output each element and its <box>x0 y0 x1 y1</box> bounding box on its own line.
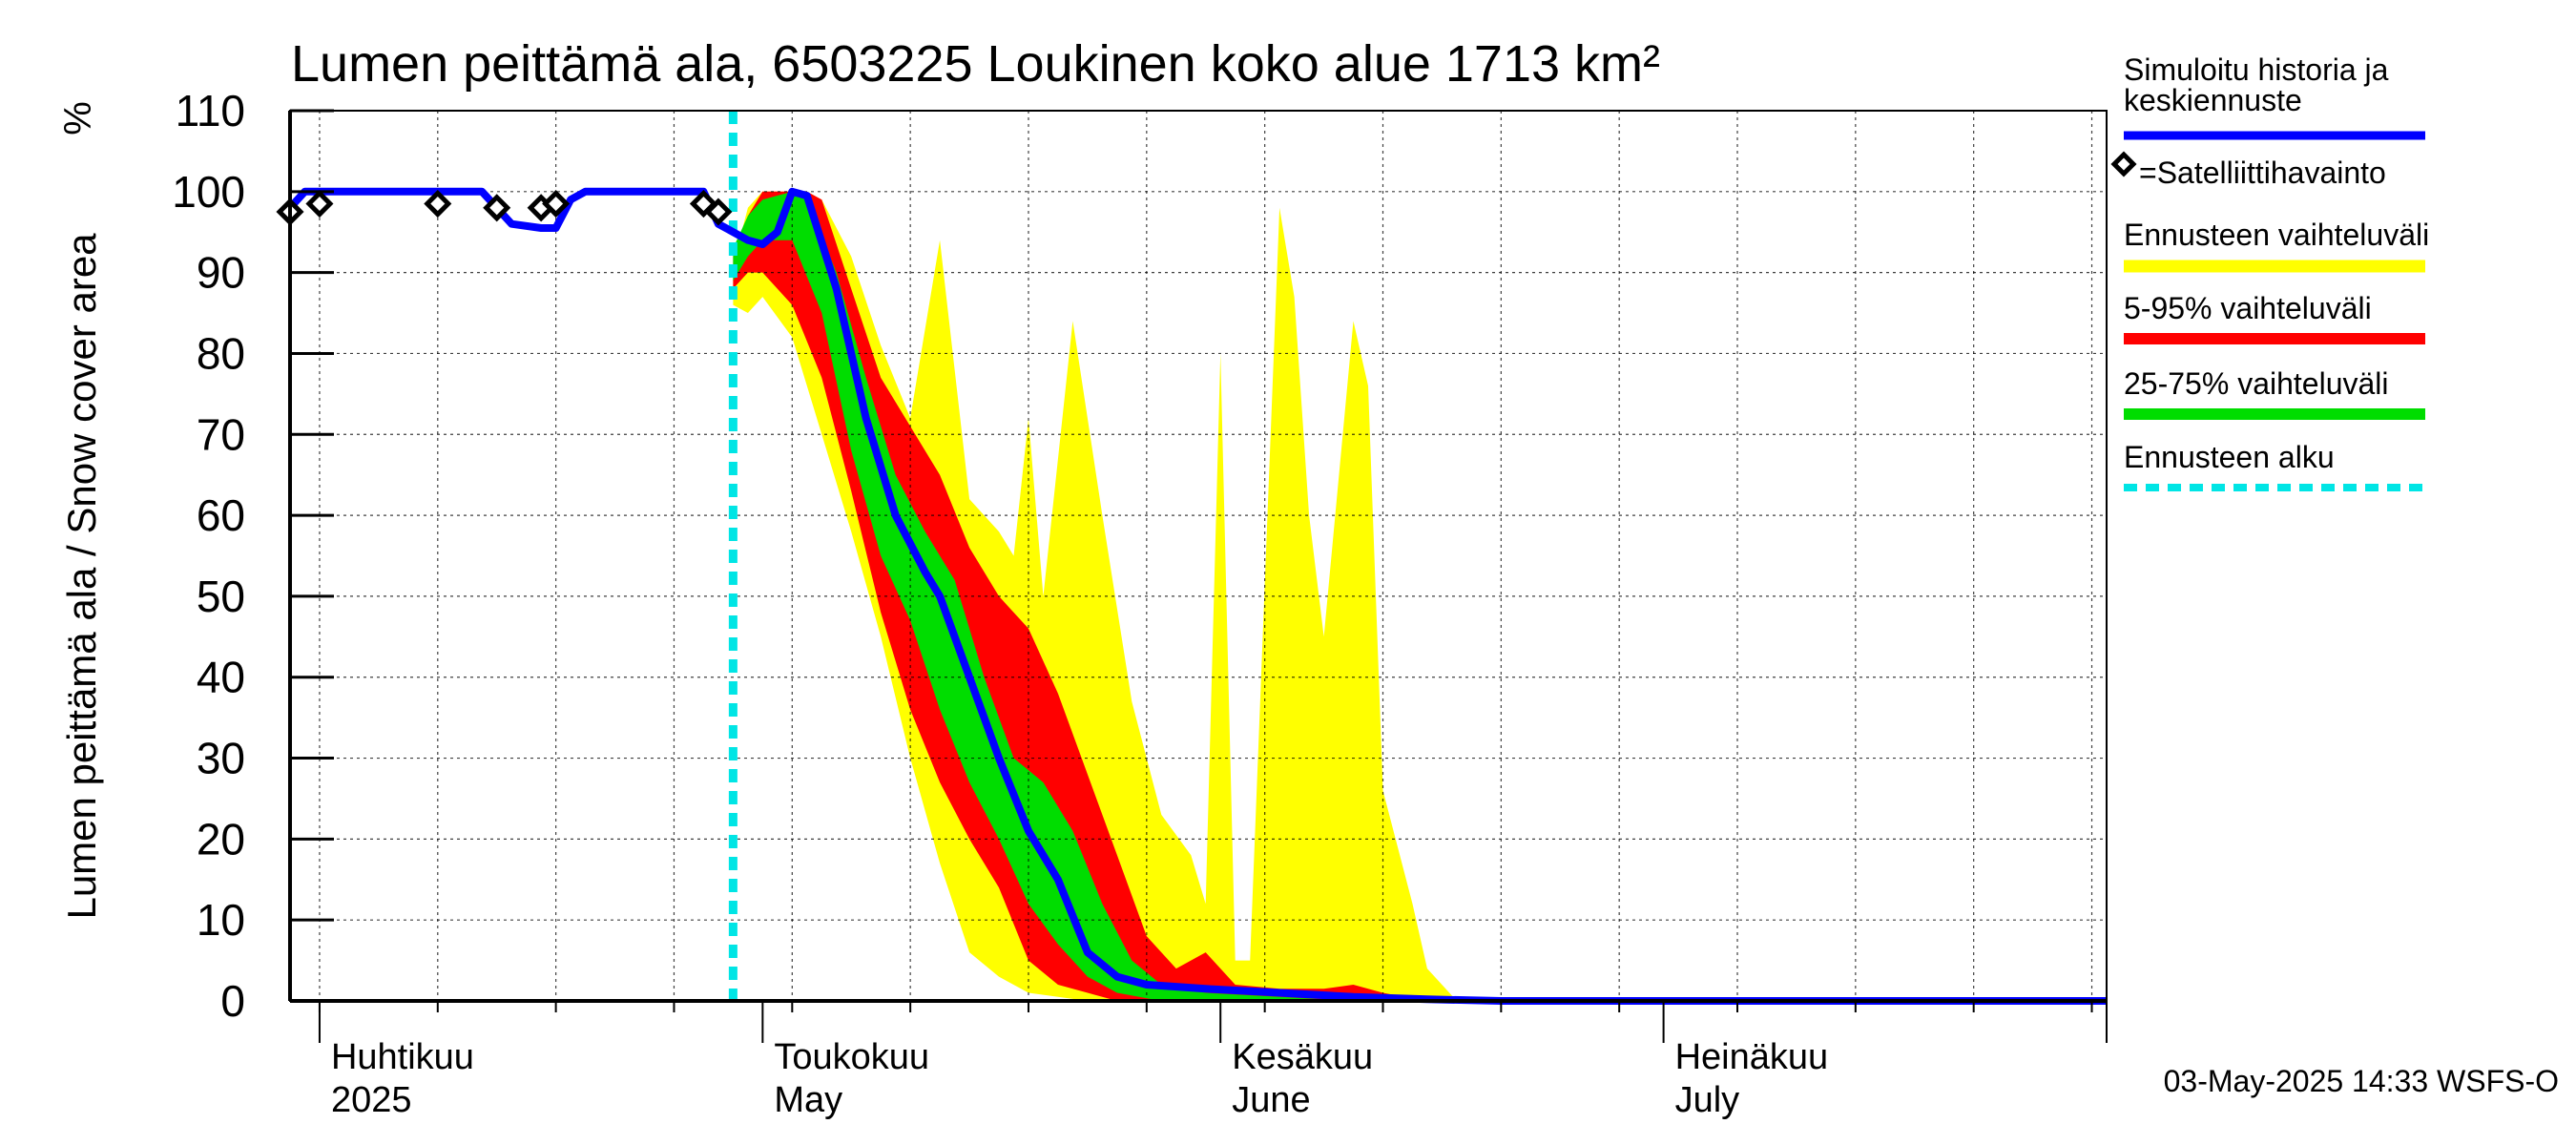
legend-label: Simuloitu historia ja <box>2124 52 2389 87</box>
band-25-75 <box>733 191 1354 1002</box>
legend-item-p5-95: 5-95% vaihteluväli <box>2124 291 2425 344</box>
plot-frame <box>288 110 2108 1003</box>
y-tick-label: 90 <box>197 248 245 298</box>
month-label-en: July <box>1675 1080 1740 1120</box>
legend-item-satellite: =Satelliittihavainto <box>2110 151 2386 190</box>
band-full-range <box>733 191 1457 1002</box>
month-label-fi: Kesäkuu <box>1232 1037 1373 1077</box>
legend-swatch <box>2110 151 2137 177</box>
month-label-fi: Heinäkuu <box>1675 1037 1829 1077</box>
legend-label: 5-95% vaihteluväli <box>2124 291 2372 325</box>
y-tick-label: 50 <box>197 572 245 621</box>
month-label-fi: Toukokuu <box>774 1037 929 1077</box>
month-label-en: 2025 <box>331 1080 412 1120</box>
legend-label: 25-75% vaihteluväli <box>2124 366 2389 401</box>
month-label-en: June <box>1232 1080 1310 1120</box>
legend-label: =Satelliittihavainto <box>2139 156 2386 190</box>
footer-timestamp: 03-May-2025 14:33 WSFS-O <box>2164 1064 2559 1098</box>
legend-label: keskiennuste <box>2124 83 2302 117</box>
y-tick-label: 20 <box>197 814 245 864</box>
legend-label: Ennusteen vaihteluväli <box>2124 218 2429 252</box>
satellite-marker <box>704 198 733 226</box>
satellite-marker <box>542 190 571 219</box>
y-tick-label: 70 <box>197 409 245 459</box>
y-tick-label: 80 <box>197 328 245 378</box>
satellite-marker <box>483 194 511 222</box>
legend-item-p25-75: 25-75% vaihteluväli <box>2124 366 2425 420</box>
satellite-marker <box>305 190 334 219</box>
y-tick-label: 60 <box>197 490 245 540</box>
satellite-marker <box>424 190 452 219</box>
month-label-fi: Huhtikuu <box>331 1037 474 1077</box>
y-axis-label: Lumen peittämä ala / Snow cover area <box>59 233 104 920</box>
y-tick-label: 40 <box>197 653 245 702</box>
month-label-en: May <box>774 1080 842 1120</box>
legend-item-forecast-start: Ennusteen alku <box>2124 440 2425 491</box>
chart-title: Lumen peittämä ala, 6503225 Loukinen kok… <box>291 35 1660 93</box>
legend-item-full-range: Ennusteen vaihteluväli <box>2124 218 2429 273</box>
y-tick-label: 10 <box>197 895 245 945</box>
median-line <box>287 187 2107 1005</box>
y-tick-label: 100 <box>172 167 245 217</box>
legend-label: Ennusteen alku <box>2124 440 2335 474</box>
y-tick-label: 30 <box>197 734 245 783</box>
y-tick-label: 0 <box>220 976 245 1026</box>
y-tick-label: 110 <box>176 86 245 135</box>
y-axis-unit: % <box>57 101 99 135</box>
